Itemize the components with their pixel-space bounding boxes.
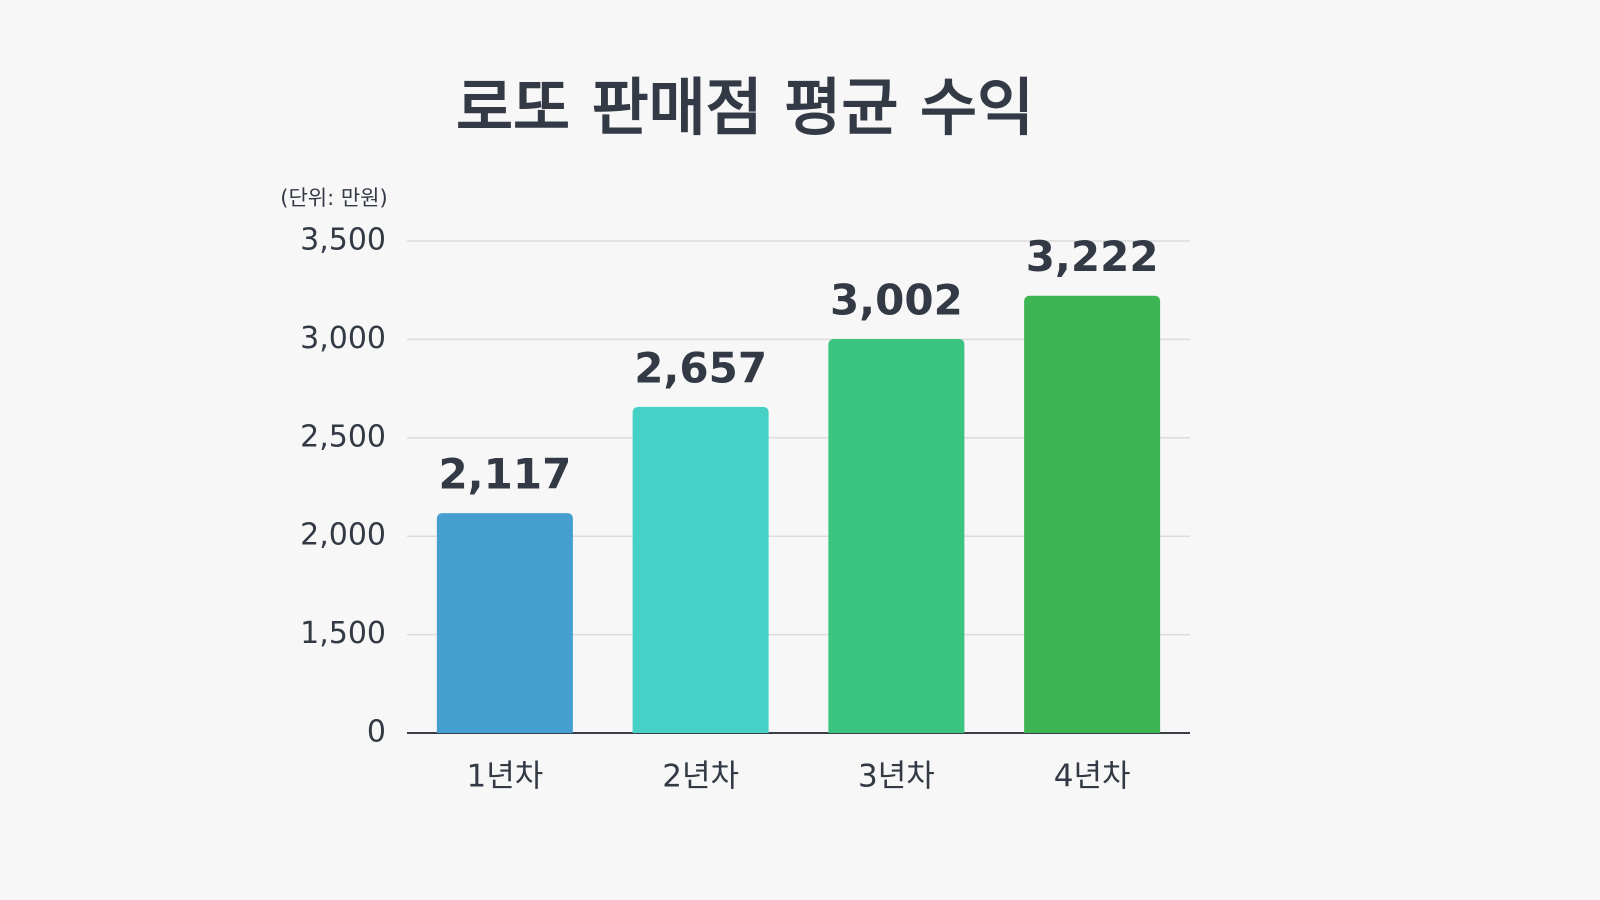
x-tick-label: 2년차: [662, 759, 739, 795]
value-label: 3,222: [1026, 232, 1159, 281]
x-tick-label: 4년차: [1054, 759, 1131, 795]
y-axis-label: (단위: 만원): [280, 186, 387, 210]
value-label: 2,117: [438, 450, 571, 499]
bar: [436, 513, 573, 733]
value-label: 2,657: [634, 343, 767, 392]
x-tick-label: 1년차: [466, 759, 543, 795]
chart-title: 로또 판매점 평균 수익: [456, 71, 1034, 144]
bar: [828, 339, 965, 733]
value-label: 3,002: [830, 276, 963, 325]
y-tick-label: 3,500: [300, 223, 386, 258]
bar: [632, 406, 769, 733]
y-tick-label: 0: [367, 715, 386, 750]
y-tick-label: 2,000: [300, 518, 386, 553]
y-tick-label: 3,000: [300, 321, 386, 356]
y-tick-label: 2,500: [300, 419, 386, 454]
bar: [1024, 295, 1161, 733]
y-tick-label: 1,500: [300, 616, 386, 651]
x-tick-label: 3년차: [858, 759, 935, 795]
